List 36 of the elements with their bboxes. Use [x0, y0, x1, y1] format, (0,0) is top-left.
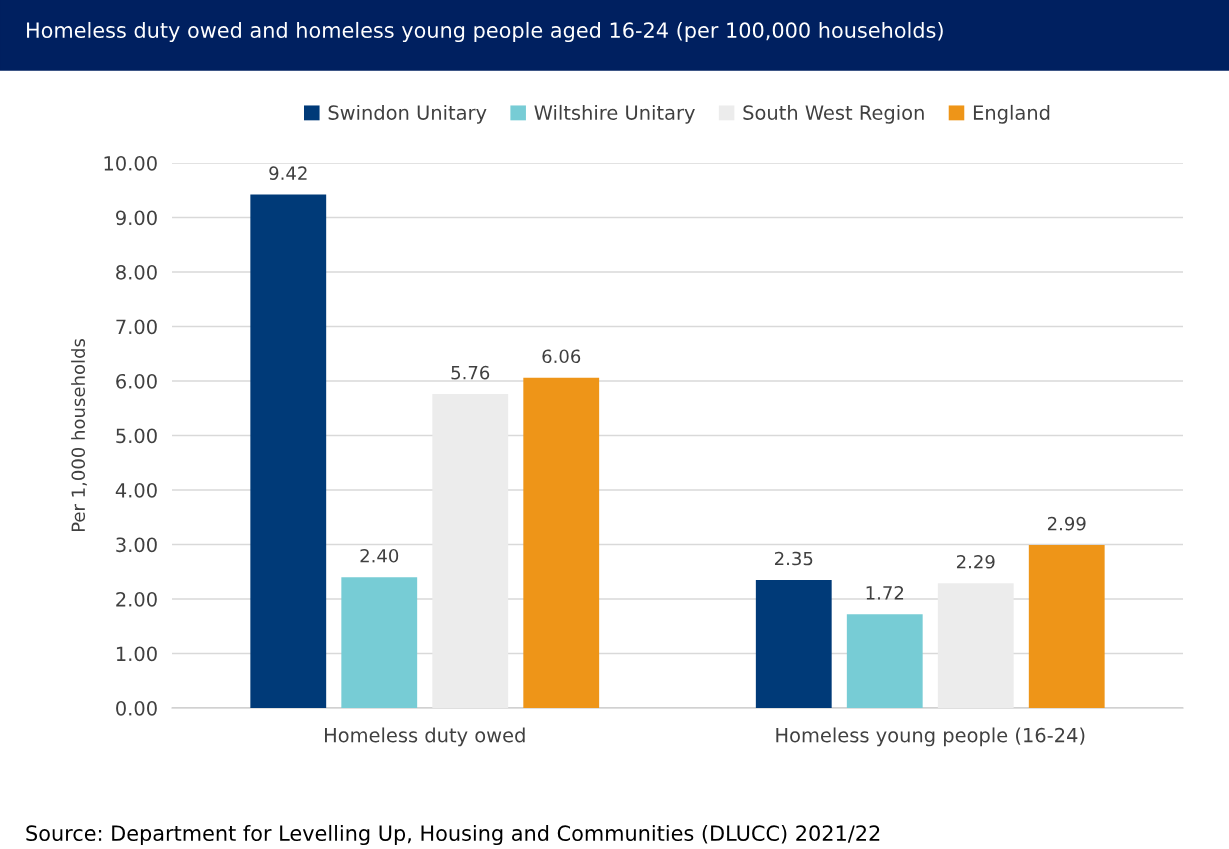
data-label: 9.42 [269, 166, 307, 180]
data-label: 2.29 [956, 554, 995, 569]
legend-label: South West Region [743, 104, 924, 124]
y-tick-label: 3.00 [116, 537, 157, 553]
data-label: 2.35 [774, 551, 813, 566]
y-tick-label: 5.00 [116, 428, 157, 444]
y-axis-title: Per 1,000 households [71, 339, 87, 532]
bar [846, 614, 923, 708]
data-label: 1.72 [866, 585, 904, 600]
data-label: 6.06 [542, 349, 581, 364]
y-tick-label: 9.00 [116, 210, 157, 226]
bar [432, 394, 509, 708]
y-tick-label: 6.00 [116, 373, 157, 389]
bar [341, 577, 418, 708]
y-tick-label: 1.00 [116, 646, 157, 662]
legend-label: Swindon Unitary [328, 104, 487, 124]
bar [937, 583, 1014, 708]
bar [523, 377, 600, 708]
data-label: 5.76 [451, 365, 490, 380]
y-tick-label: 10.00 [104, 155, 157, 171]
bar [755, 579, 832, 708]
data-label: 2.99 [1047, 516, 1086, 531]
legend-label: England [973, 104, 1050, 124]
y-tick-label: 4.00 [115, 482, 157, 498]
chart-title: Homeless duty owed and homeless young people aged 16-24 (per 100,000 households) [27, 21, 943, 43]
y-tick-label: 0.00 [116, 700, 157, 716]
y-tick-label: 2.00 [116, 591, 157, 607]
y-tick-label: 7.00 [116, 319, 157, 335]
source-note: Source: Department for Levelling Up, Housing and Communities (DLUCC) 2021/22 [26, 824, 880, 846]
bar [250, 194, 327, 708]
legend-label: Wiltshire Unitary [534, 104, 695, 124]
data-label: 2.40 [360, 548, 399, 563]
x-tick-label: Homeless duty owed [325, 727, 525, 747]
x-tick-label: Homeless young people (16-24) [776, 727, 1085, 747]
bar [1028, 545, 1105, 708]
y-tick-label: 8.00 [116, 264, 157, 280]
